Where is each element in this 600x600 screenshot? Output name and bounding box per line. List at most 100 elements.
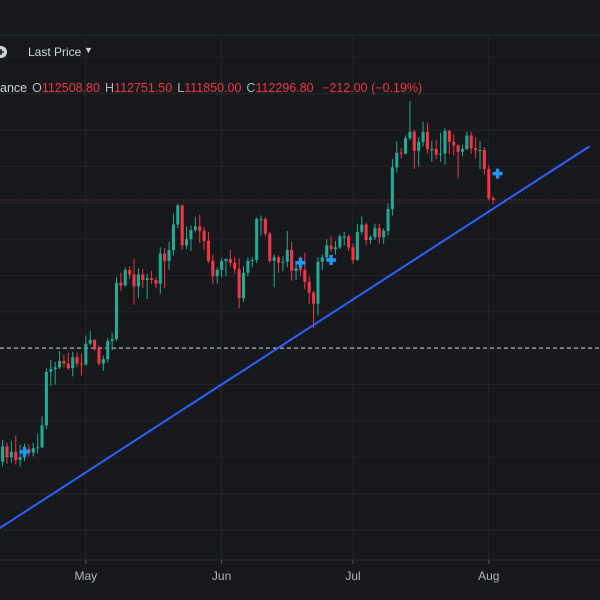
candle-body: [114, 282, 119, 340]
candle-body: [474, 148, 478, 150]
candle-body: [487, 169, 491, 199]
ohlc-key: L: [177, 81, 185, 95]
candle-body: [329, 245, 333, 250]
candle-body: [290, 250, 294, 271]
candle-body: [233, 262, 237, 270]
candle-body: [460, 149, 465, 152]
candle-body: [136, 274, 140, 287]
candle-body: [399, 152, 403, 154]
candle-body: [320, 257, 324, 262]
candle-body: [277, 257, 281, 263]
candle-body: [206, 240, 210, 261]
candle-body: [259, 219, 263, 221]
candle-body: [193, 226, 197, 230]
candle-body: [263, 219, 267, 234]
ohlc: O112508.80 H112751.50 L111850.00 C112296.80: [27, 81, 314, 95]
signal-marker: [19, 446, 30, 457]
candle-body: [128, 270, 132, 275]
candle-body: [377, 228, 381, 238]
candle-body: [246, 260, 250, 273]
candle-body: [171, 224, 175, 250]
candle-body: [36, 447, 40, 449]
candle-body: [386, 209, 390, 231]
price-source[interactable]: Last Price: [28, 45, 82, 59]
candle-body: [298, 268, 302, 270]
candle-body: [312, 292, 316, 304]
candle-body: [141, 274, 145, 280]
candle-body: [412, 131, 416, 151]
candle-body: [430, 149, 434, 151]
candle-body: [351, 247, 355, 260]
candle-body: [79, 363, 83, 365]
x-tick-label: Aug: [478, 569, 499, 583]
candle-body: [478, 150, 482, 151]
candle-body: [88, 340, 92, 344]
candle-body: [14, 451, 18, 460]
candle-body: [491, 198, 495, 201]
candle-body: [404, 138, 408, 154]
candle-body: [421, 131, 425, 142]
ohlc-key: O: [32, 81, 42, 95]
x-tick-label: May: [75, 569, 98, 583]
candle-body: [325, 245, 329, 258]
candle-body: [75, 357, 79, 364]
candle-body: [360, 224, 364, 232]
candle-body: [123, 270, 127, 286]
candle-body: [447, 130, 451, 142]
candle-body: [347, 236, 351, 248]
candle-body: [97, 349, 101, 364]
candle-body: [338, 236, 342, 248]
candle-body: [434, 149, 438, 155]
legend: ance O112508.80 H112751.50 L111850.00 C11229…: [0, 81, 422, 95]
plot-area: May Jun Jul Aug: [0, 36, 600, 583]
candle-body: [228, 259, 232, 263]
candle-body: [119, 282, 123, 286]
candle-body: [272, 257, 276, 261]
candle-body: [53, 367, 57, 370]
candle-body: [294, 268, 298, 271]
candle-body: [58, 360, 62, 368]
candle-body: [456, 145, 460, 152]
candle-body: [110, 339, 114, 341]
ohlc-value: 112751.50: [114, 81, 173, 95]
x-tick-label: Jun: [212, 569, 231, 583]
add-icon[interactable]: [0, 46, 7, 58]
change: −212.00: [322, 81, 368, 95]
candle-body: [132, 274, 136, 287]
candle-body: [31, 448, 35, 453]
candle-body: [150, 278, 154, 280]
ohlc-value: 112508.80: [41, 81, 101, 95]
candle-body: [465, 135, 469, 150]
candle-body: [285, 250, 289, 262]
candle-body: [237, 269, 241, 299]
candle-body: [101, 359, 105, 364]
candle-body: [185, 239, 189, 246]
candle-body: [71, 357, 75, 369]
candle-body: [211, 260, 215, 277]
candle-body: [268, 233, 272, 261]
candle-body: [452, 141, 456, 146]
x-tick-label: Jul: [345, 569, 360, 583]
signal-marker: [295, 257, 306, 268]
candle-body: [5, 446, 9, 458]
candle-body: [255, 219, 259, 260]
dropdown-arrow[interactable]: ▼: [84, 45, 93, 55]
candle-body: [368, 237, 373, 240]
ohlc-value: 111850.00: [184, 81, 242, 95]
ohlc-value: 112296.80: [255, 81, 314, 95]
candle-body: [163, 253, 167, 261]
candle-body: [62, 360, 66, 364]
candle-body: [241, 272, 246, 299]
candle-body: [250, 260, 254, 261]
candle-body: [303, 270, 307, 282]
candle-body: [154, 280, 158, 284]
candle-body: [417, 141, 421, 151]
candle-body: [355, 231, 359, 260]
candle-body: [469, 135, 473, 149]
ohlc-key: H: [105, 81, 115, 95]
signal-marker: [492, 168, 503, 179]
candle-body: [180, 205, 184, 246]
candle-body: [167, 250, 171, 261]
